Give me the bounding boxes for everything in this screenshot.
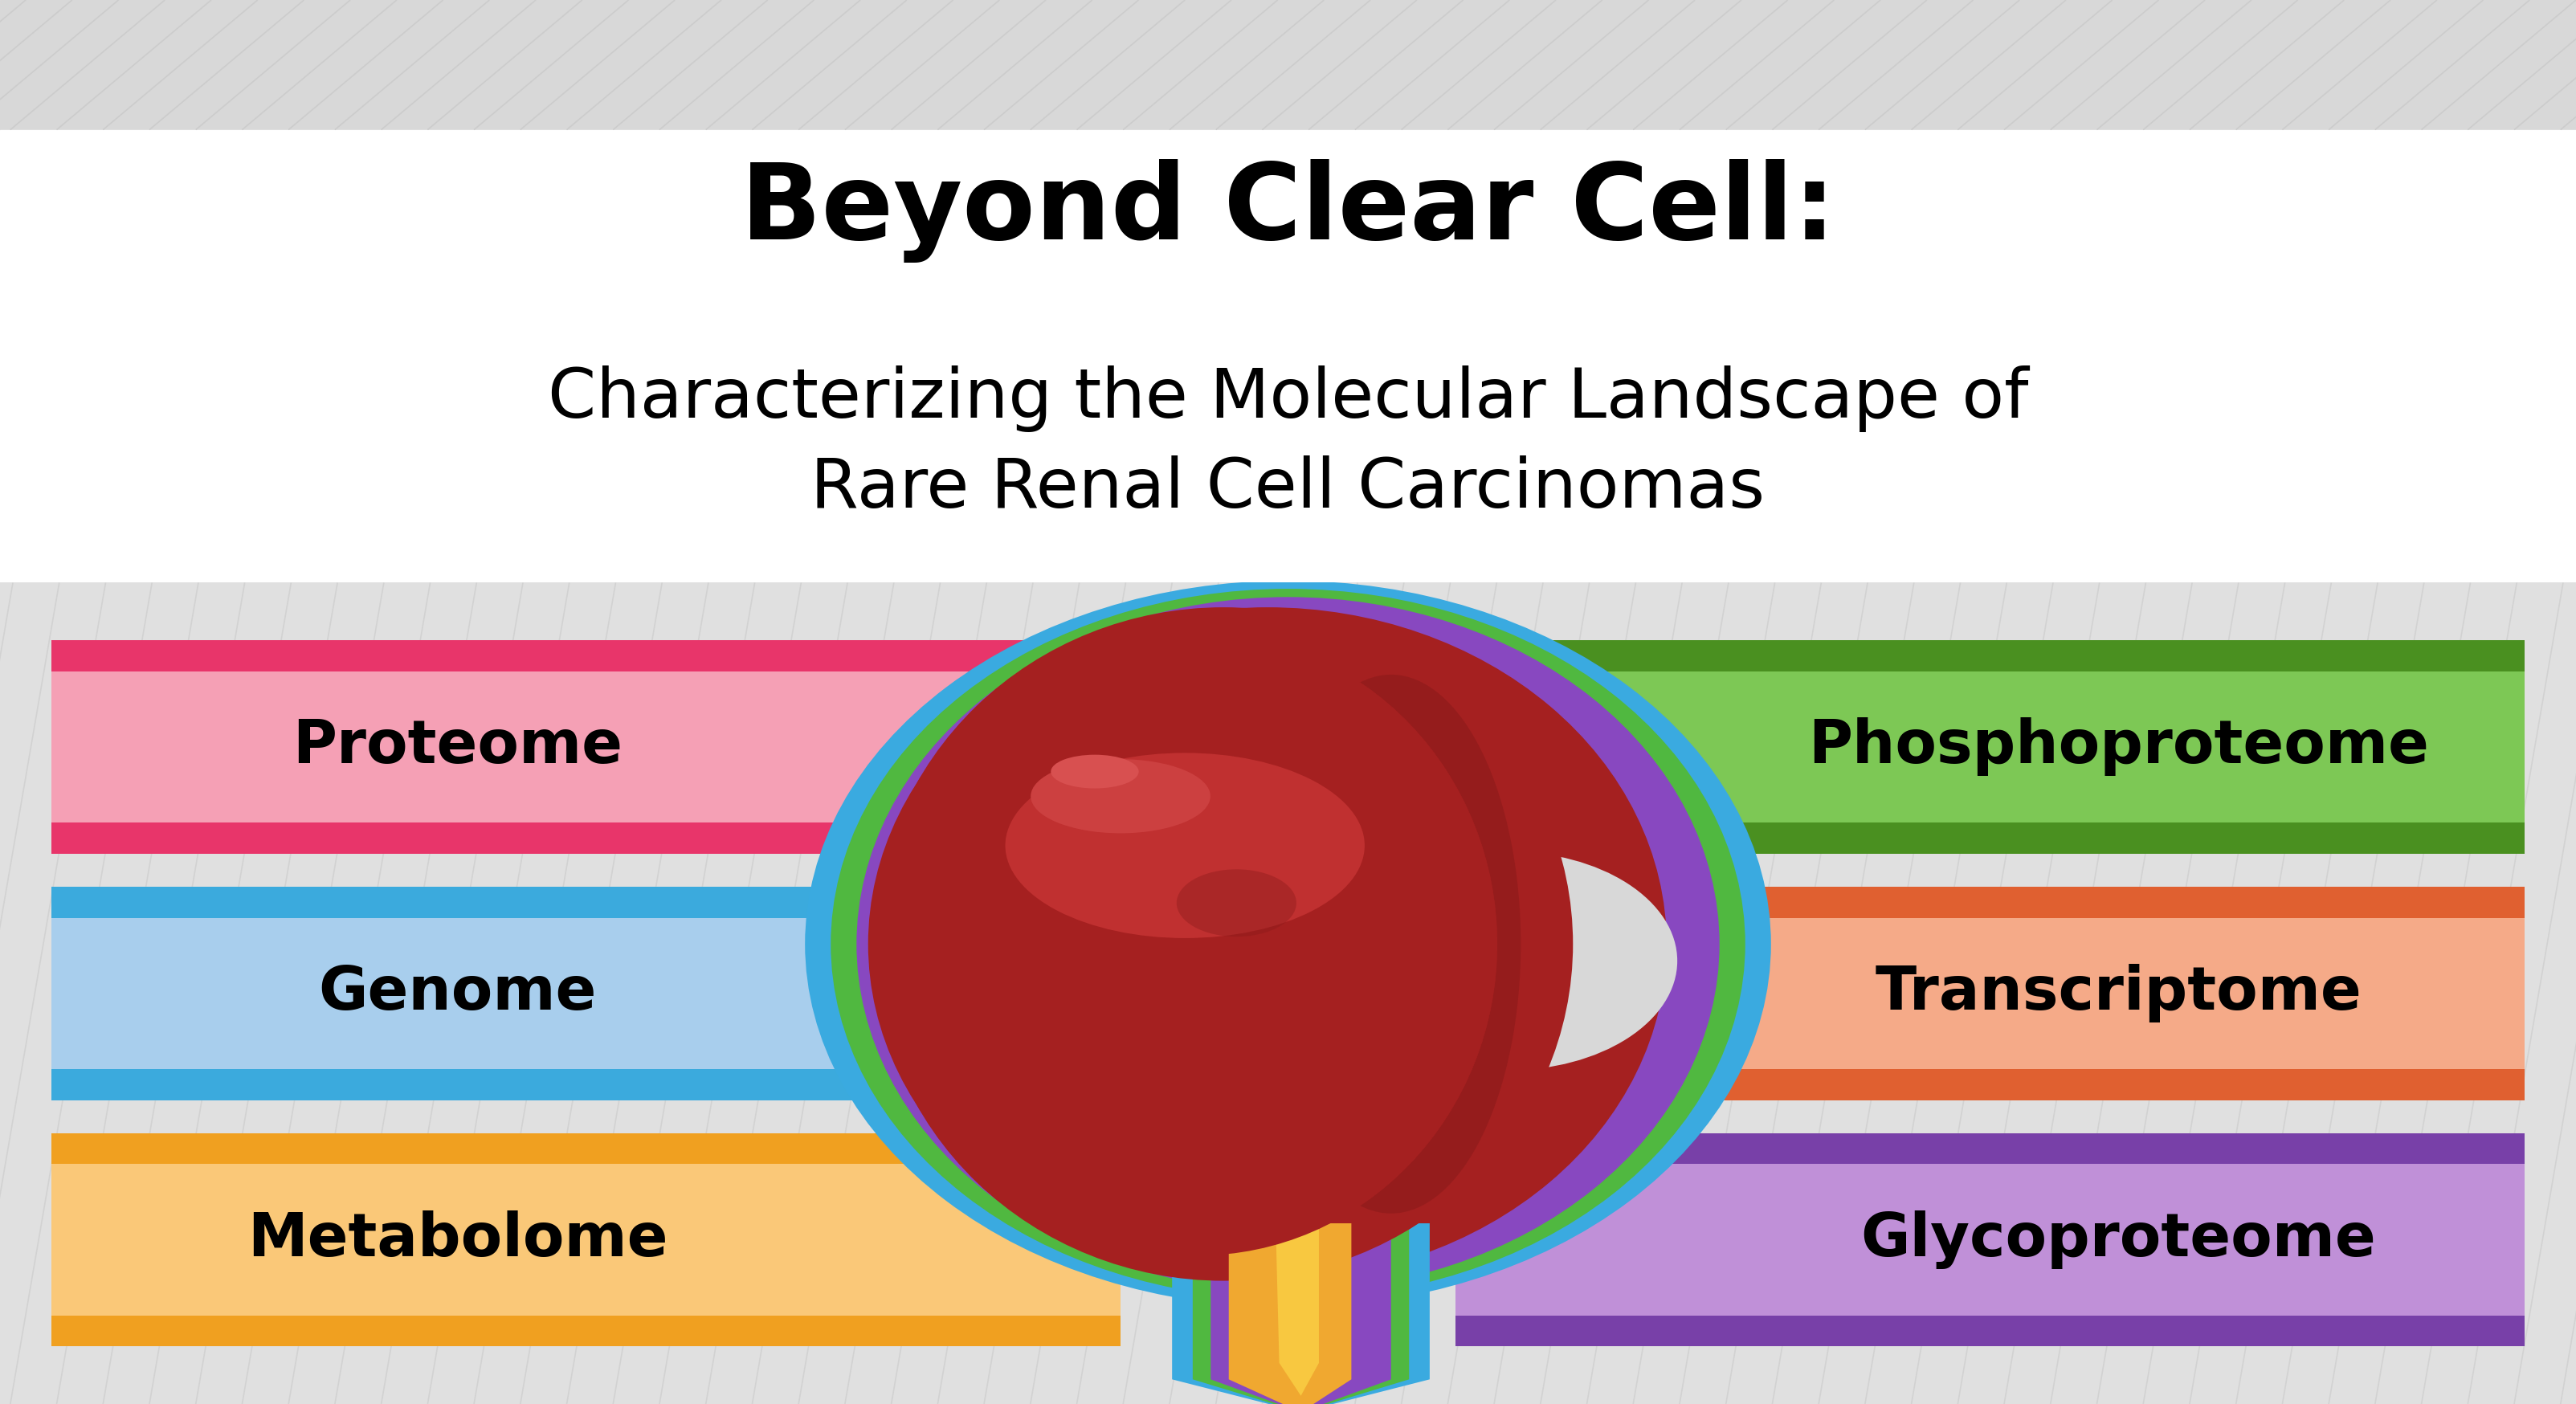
Polygon shape xyxy=(1172,1223,1430,1404)
Ellipse shape xyxy=(1177,869,1296,936)
Ellipse shape xyxy=(1337,851,1677,1070)
Polygon shape xyxy=(1229,1223,1352,1404)
Ellipse shape xyxy=(1051,755,1139,789)
Polygon shape xyxy=(1211,1223,1391,1404)
Bar xyxy=(1455,1068,2524,1101)
Ellipse shape xyxy=(868,608,1667,1280)
Bar xyxy=(52,886,1121,1101)
Bar xyxy=(52,886,1121,918)
Bar xyxy=(52,1133,1121,1346)
Bar xyxy=(1455,1133,2524,1346)
Text: Genome: Genome xyxy=(319,965,598,1022)
Ellipse shape xyxy=(899,633,1497,1255)
Bar xyxy=(52,640,1121,671)
Ellipse shape xyxy=(1030,760,1211,833)
Ellipse shape xyxy=(1177,869,1296,936)
Ellipse shape xyxy=(1030,760,1211,833)
Bar xyxy=(1455,1133,2524,1164)
Ellipse shape xyxy=(873,608,1574,1280)
Ellipse shape xyxy=(899,633,1497,1255)
Polygon shape xyxy=(1275,1223,1319,1396)
Bar xyxy=(1455,886,2524,918)
Polygon shape xyxy=(1193,1223,1409,1404)
Bar xyxy=(52,640,1121,854)
Bar xyxy=(1455,823,2524,854)
Text: Transcriptome: Transcriptome xyxy=(1875,965,2362,1022)
Ellipse shape xyxy=(829,588,1744,1299)
Bar xyxy=(0,0,2576,129)
Bar xyxy=(0,129,2576,590)
Text: Characterizing the Molecular Landscape of
Rare Renal Cell Carcinomas: Characterizing the Molecular Landscape o… xyxy=(549,365,2027,522)
Ellipse shape xyxy=(1262,675,1520,1213)
Bar xyxy=(52,823,1121,854)
Bar xyxy=(52,1068,1121,1101)
Ellipse shape xyxy=(1005,753,1365,938)
Bar xyxy=(52,1316,1121,1346)
Bar xyxy=(1455,886,2524,1101)
Ellipse shape xyxy=(804,581,1772,1307)
Text: Glycoproteome: Glycoproteome xyxy=(1860,1210,2375,1269)
Bar xyxy=(1455,1316,2524,1346)
Text: Proteome: Proteome xyxy=(294,717,623,776)
Bar xyxy=(52,1133,1121,1164)
Text: Metabolome: Metabolome xyxy=(247,1210,667,1269)
Bar xyxy=(1455,640,2524,671)
Ellipse shape xyxy=(855,597,1721,1292)
Text: Beyond Clear Cell:: Beyond Clear Cell: xyxy=(739,159,1837,263)
Ellipse shape xyxy=(1005,753,1365,938)
Text: Phosphoproteome: Phosphoproteome xyxy=(1808,717,2429,776)
Ellipse shape xyxy=(1051,755,1139,789)
Bar xyxy=(1455,640,2524,854)
